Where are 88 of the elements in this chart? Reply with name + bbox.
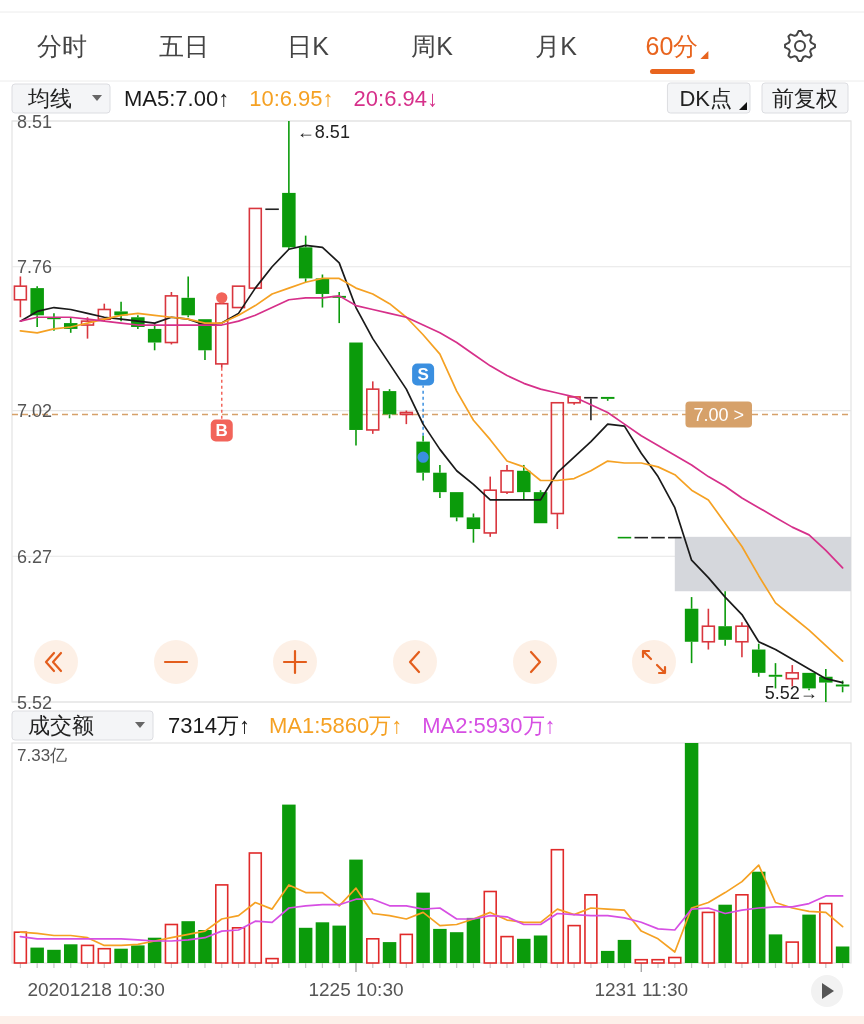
bar: [114, 948, 128, 963]
text: 五日: [159, 32, 209, 60]
annotation: 7.33亿: [17, 746, 68, 765]
bar: [651, 958, 665, 964]
y-tick-label: 7.76: [17, 257, 53, 278]
bar: [533, 935, 548, 963]
bar: [47, 949, 61, 963]
bar: [819, 902, 833, 964]
bar: [802, 914, 816, 963]
bar: [332, 925, 346, 963]
bar: [466, 917, 481, 963]
text: 10:6.95↑: [249, 86, 334, 111]
bar: [449, 932, 464, 963]
text: 成交额: [28, 713, 94, 738]
y-tick-label: 6.27: [17, 546, 53, 567]
bar: [751, 871, 766, 963]
bar: [298, 927, 313, 963]
bar: [366, 938, 380, 964]
bar: [315, 922, 330, 963]
bar: [433, 928, 447, 963]
bar: [718, 904, 732, 963]
text: 日K: [287, 32, 330, 60]
text: 20:6.94↓: [353, 86, 438, 111]
text: MA2:5930万↑: [422, 713, 556, 738]
text: 20201218 10:30: [27, 979, 165, 1000]
bar: [567, 924, 581, 964]
bar: [63, 944, 78, 963]
bar: [198, 930, 212, 963]
candlestick: [30, 285, 44, 328]
candlestick: [751, 642, 766, 678]
text: 均线: [27, 86, 72, 111]
bar: [584, 894, 598, 964]
bar: [617, 939, 632, 963]
candlestick: [718, 590, 732, 647]
x-tick-label: 1231 11:30: [594, 979, 689, 1000]
candlestick: [366, 380, 380, 435]
text: 7314万↑: [168, 713, 250, 738]
x-tick-label: 1225 10:30: [308, 979, 404, 1000]
bar: [500, 935, 514, 964]
bar: [550, 848, 565, 964]
bar: [785, 941, 800, 964]
bar: [215, 884, 229, 964]
bar: [349, 859, 363, 963]
bar: [735, 894, 749, 964]
text: 周K: [411, 32, 454, 60]
bar: [97, 947, 112, 964]
bar: [668, 956, 682, 964]
text: MA1:5860万↑: [268, 713, 403, 738]
candlestick: [433, 464, 447, 499]
bar: [131, 945, 145, 963]
bar: [30, 947, 44, 963]
text: 月K: [535, 32, 578, 60]
bar: [13, 931, 28, 964]
candlestick: [785, 664, 800, 688]
candlestick: [181, 275, 195, 319]
annotation: B: [215, 421, 228, 441]
bar: [231, 927, 246, 964]
candlestick: [483, 475, 497, 538]
y-tick-label: 8.51: [17, 111, 53, 132]
bar: [701, 911, 716, 964]
annotation: 5.52→: [764, 683, 818, 703]
bar: [684, 743, 699, 963]
text: DK点: [679, 86, 732, 111]
bar: [634, 958, 648, 964]
ref-line-label: 7.00 >: [693, 404, 744, 425]
bar: [382, 942, 397, 963]
bar: [265, 957, 279, 964]
bar: [517, 938, 531, 963]
bar: [399, 933, 414, 964]
y-tick-label: 7.02: [17, 401, 53, 422]
bar: [80, 944, 95, 964]
bar: [600, 950, 615, 963]
text: 60分: [645, 32, 699, 60]
bar: [248, 852, 263, 964]
bar: [483, 890, 497, 964]
bar: [416, 892, 430, 963]
bar: [181, 921, 195, 963]
text: 分时: [37, 32, 87, 60]
text: MA5:7.00↑: [124, 86, 230, 111]
line-series: [19, 295, 844, 569]
bar: [282, 804, 296, 963]
annotation: ←8.51: [296, 122, 350, 142]
y-tick-label: 5.52: [17, 692, 53, 713]
annotation: S: [417, 365, 429, 385]
bar: [835, 946, 850, 963]
candlestick: [735, 621, 749, 659]
text: 前复权: [772, 86, 838, 111]
bar: [768, 934, 783, 963]
